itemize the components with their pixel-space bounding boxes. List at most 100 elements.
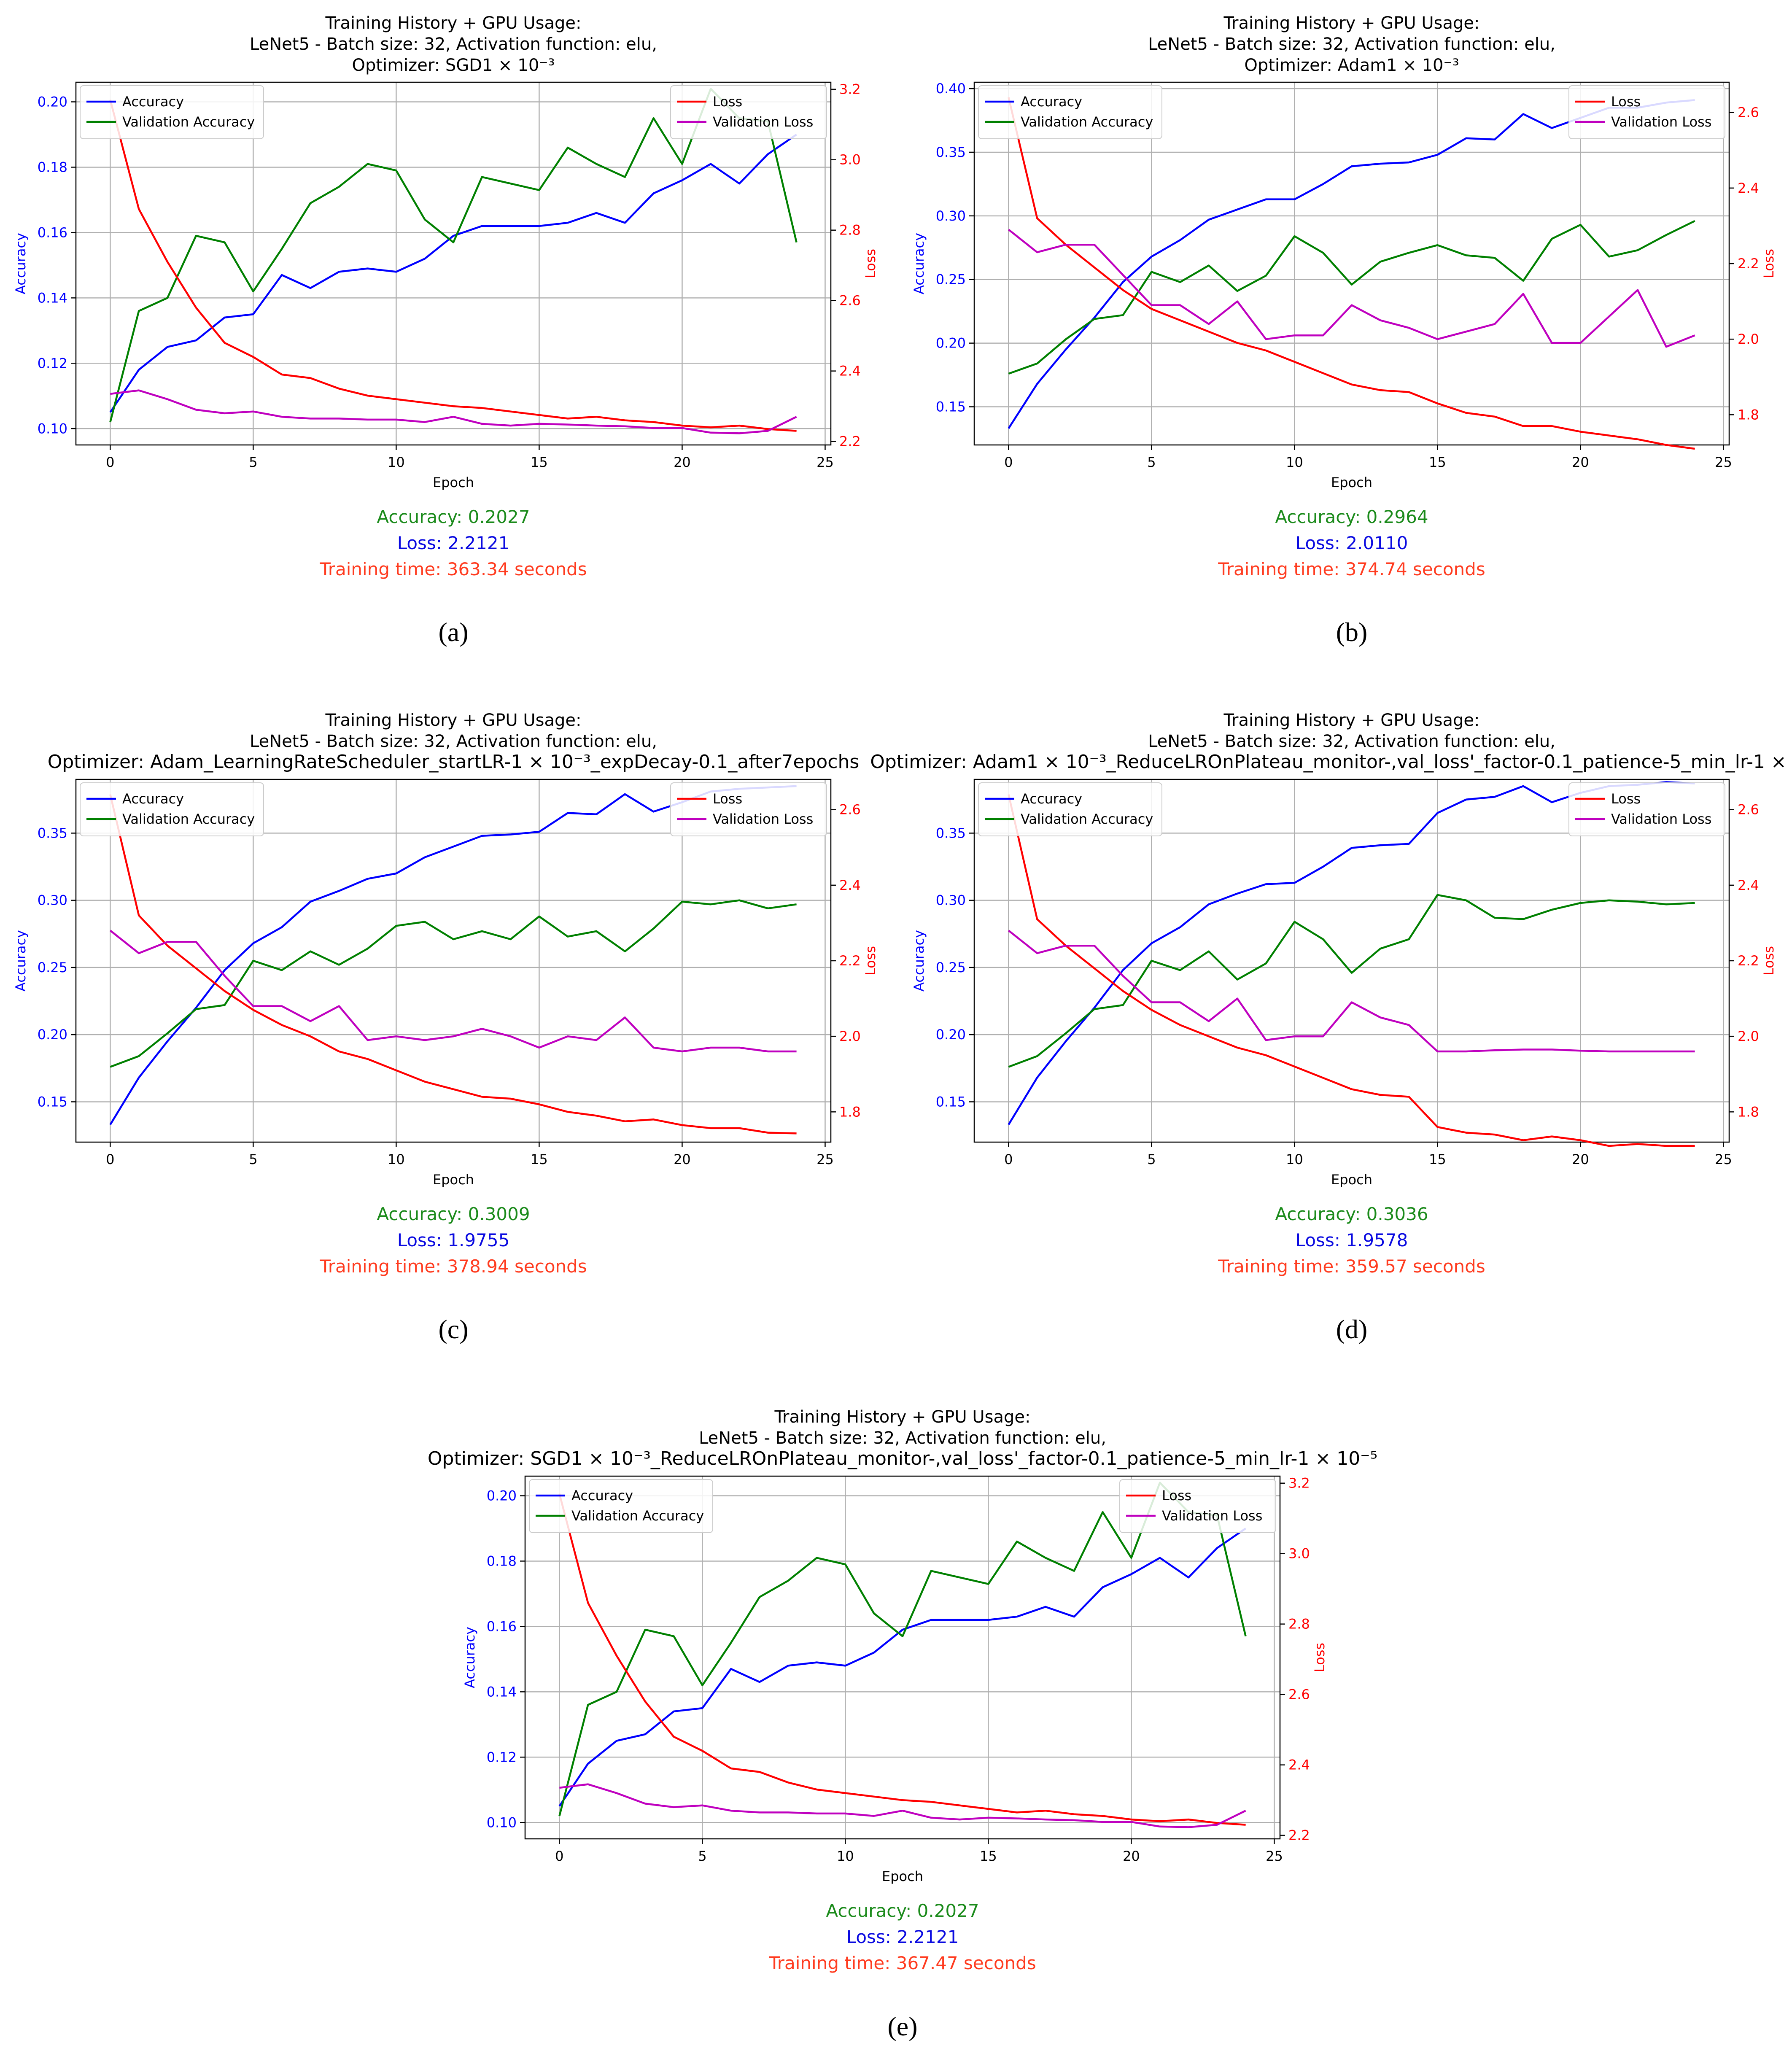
legend: Accuracy Validation Accuracy bbox=[978, 782, 1162, 836]
stat-line-1: Accuracy: 0.3036 bbox=[1275, 1204, 1428, 1224]
y-right-tick-label: 2.8 bbox=[839, 222, 861, 238]
chart-title-line-2: LeNet5 - Batch size: 32, Activation func… bbox=[1148, 732, 1555, 751]
y-left-tick-label: 0.25 bbox=[936, 272, 966, 288]
y-left-tick-label: 0.30 bbox=[936, 208, 966, 224]
stat-line-2: Loss: 2.2121 bbox=[846, 1927, 959, 1947]
legend-entry: Validation Loss bbox=[713, 811, 813, 827]
legend-box bbox=[978, 85, 1162, 139]
y-left-tick-label: 0.16 bbox=[38, 224, 67, 240]
y-right-tick-label: 2.8 bbox=[1288, 1616, 1310, 1632]
panel-label: (e) bbox=[887, 2011, 917, 2041]
series-line-accuracy bbox=[558, 1528, 1246, 1807]
legend-entry: Loss bbox=[1611, 94, 1641, 110]
y-left-axis-label: Accuracy bbox=[911, 233, 927, 294]
series-line-validation-accuracy bbox=[110, 899, 797, 1068]
stat-line-2: Loss: 1.9755 bbox=[397, 1230, 510, 1250]
series-line-validation-loss bbox=[559, 1783, 1246, 1828]
x-axis-label: Epoch bbox=[1331, 474, 1372, 490]
series-line-accuracy bbox=[109, 785, 797, 1125]
stat-line-1: Accuracy: 0.2027 bbox=[377, 507, 530, 527]
legend-entry: Loss bbox=[1162, 1488, 1191, 1504]
series-line-validation-loss bbox=[110, 389, 797, 434]
x-tick-label: 15 bbox=[531, 454, 548, 470]
x-tick-label: 0 bbox=[106, 1151, 114, 1167]
y-right-tick-label: 1.8 bbox=[1738, 1104, 1759, 1120]
y-left-tick-label: 0.15 bbox=[936, 1094, 966, 1110]
x-tick-label: 0 bbox=[555, 1848, 563, 1864]
stat-line-1: Accuracy: 0.2964 bbox=[1275, 507, 1428, 527]
y-right-axis-label: Loss bbox=[862, 946, 878, 976]
stat-line-1: Accuracy: 0.2027 bbox=[826, 1900, 979, 1921]
y-left-axis-label: Accuracy bbox=[911, 930, 927, 992]
legend: Loss Validation Loss bbox=[1568, 782, 1725, 836]
y-right-tick-label: 2.0 bbox=[1738, 331, 1759, 347]
series-line-validation-loss bbox=[1008, 229, 1695, 348]
legend-entry: Accuracy bbox=[1021, 791, 1082, 807]
y-left-tick-label: 0.35 bbox=[38, 825, 67, 841]
legend-box bbox=[80, 782, 264, 836]
y-left-tick-label: 0.10 bbox=[487, 1814, 517, 1830]
x-tick-label: 25 bbox=[1266, 1848, 1283, 1864]
x-tick-label: 20 bbox=[1123, 1848, 1140, 1864]
stat-line-3: Training time: 367.47 seconds bbox=[768, 1953, 1036, 1973]
y-right-axis-label: Loss bbox=[1761, 946, 1777, 976]
chart-title-line-3: Optimizer: Adam_LearningRateScheduler_st… bbox=[48, 751, 860, 773]
y-right-tick-label: 2.6 bbox=[1288, 1687, 1310, 1703]
y-right-tick-label: 2.6 bbox=[839, 293, 861, 309]
chart-panel-4: Training History + GPU Usage: LeNet5 - Ba… bbox=[870, 711, 1792, 1344]
chart-title-line-1: Training History + GPU Usage: bbox=[774, 1407, 1030, 1427]
x-tick-label: 5 bbox=[698, 1848, 706, 1864]
y-right-tick-label: 2.4 bbox=[1288, 1757, 1310, 1773]
series-line-loss bbox=[558, 1493, 1246, 1826]
chart-title-line-3: Optimizer: SGD1 × 10⁻³ bbox=[352, 56, 555, 75]
y-right-tick-label: 2.6 bbox=[1738, 802, 1759, 818]
y-left-tick-label: 0.18 bbox=[487, 1553, 517, 1569]
chart-title-line-2: LeNet5 - Batch size: 32, Activation func… bbox=[250, 732, 657, 751]
chart-title-line-3: Optimizer: Adam1 × 10⁻³_ReduceLROnPlatea… bbox=[870, 751, 1792, 773]
plot-frame bbox=[524, 1475, 1281, 1840]
y-left-tick-label: 0.30 bbox=[38, 892, 67, 908]
chart-panel-5: Training History + GPU Usage:LeNet5 - Ba… bbox=[428, 1407, 1377, 2041]
y-left-tick-label: 0.20 bbox=[38, 94, 67, 110]
y-left-tick-label: 0.20 bbox=[38, 1027, 67, 1043]
x-tick-label: 20 bbox=[1572, 454, 1589, 470]
y-left-tick-label: 0.14 bbox=[487, 1684, 517, 1700]
x-tick-label: 25 bbox=[1715, 1151, 1732, 1167]
x-tick-label: 20 bbox=[674, 454, 691, 470]
x-tick-label: 15 bbox=[1429, 454, 1446, 470]
x-tick-label: 10 bbox=[388, 1151, 405, 1167]
y-left-tick-label: 0.12 bbox=[38, 355, 67, 371]
y-left-tick-label: 0.35 bbox=[936, 825, 966, 841]
legend-entry: Validation Loss bbox=[1162, 1508, 1262, 1524]
y-right-tick-label: 2.4 bbox=[1738, 180, 1759, 196]
chart-title-line-2: LeNet5 - Batch size: 32, Activation func… bbox=[699, 1428, 1106, 1448]
chart-panel-3: Training History + GPU Usage: LeNet5 - Ba… bbox=[13, 711, 878, 1344]
legend-box bbox=[670, 782, 827, 836]
y-left-tick-label: 0.20 bbox=[936, 1027, 966, 1043]
legend-entry: Validation Accuracy bbox=[1021, 114, 1153, 130]
chart-title-line-1: Training History + GPU Usage: bbox=[325, 13, 581, 33]
chart-panel-1: Training History + GPU Usage: LeNet5 - Ba… bbox=[13, 13, 878, 647]
y-right-tick-label: 3.0 bbox=[1288, 1546, 1310, 1562]
y-left-tick-label: 0.25 bbox=[936, 959, 966, 976]
legend: Accuracy Validation Accuracy bbox=[978, 85, 1162, 139]
panel-label: (b) bbox=[1336, 617, 1368, 647]
legend: Accuracy Validation Accuracy bbox=[529, 1479, 713, 1533]
legend-entry: Validation Loss bbox=[1611, 811, 1711, 827]
x-tick-label: 25 bbox=[817, 454, 834, 470]
y-right-tick-label: 2.0 bbox=[839, 1028, 861, 1044]
legend-entry: Validation Loss bbox=[1611, 114, 1711, 130]
y-right-tick-label: 3.0 bbox=[839, 152, 861, 168]
x-tick-label: 10 bbox=[837, 1848, 854, 1864]
legend-entry: Accuracy bbox=[122, 94, 184, 110]
y-right-tick-label: 2.4 bbox=[839, 877, 861, 893]
y-left-tick-label: 0.15 bbox=[38, 1094, 67, 1110]
x-tick-label: 10 bbox=[1286, 454, 1303, 470]
legend-entry: Validation Accuracy bbox=[122, 811, 255, 827]
y-right-tick-label: 2.2 bbox=[1738, 953, 1759, 969]
y-right-axis-label: Loss bbox=[1761, 249, 1777, 278]
legend-entry: Validation Accuracy bbox=[571, 1508, 704, 1524]
legend-box bbox=[1119, 1479, 1276, 1533]
legend-entry: Loss bbox=[1611, 791, 1641, 807]
stat-line-3: Training time: 374.74 seconds bbox=[1218, 559, 1485, 579]
